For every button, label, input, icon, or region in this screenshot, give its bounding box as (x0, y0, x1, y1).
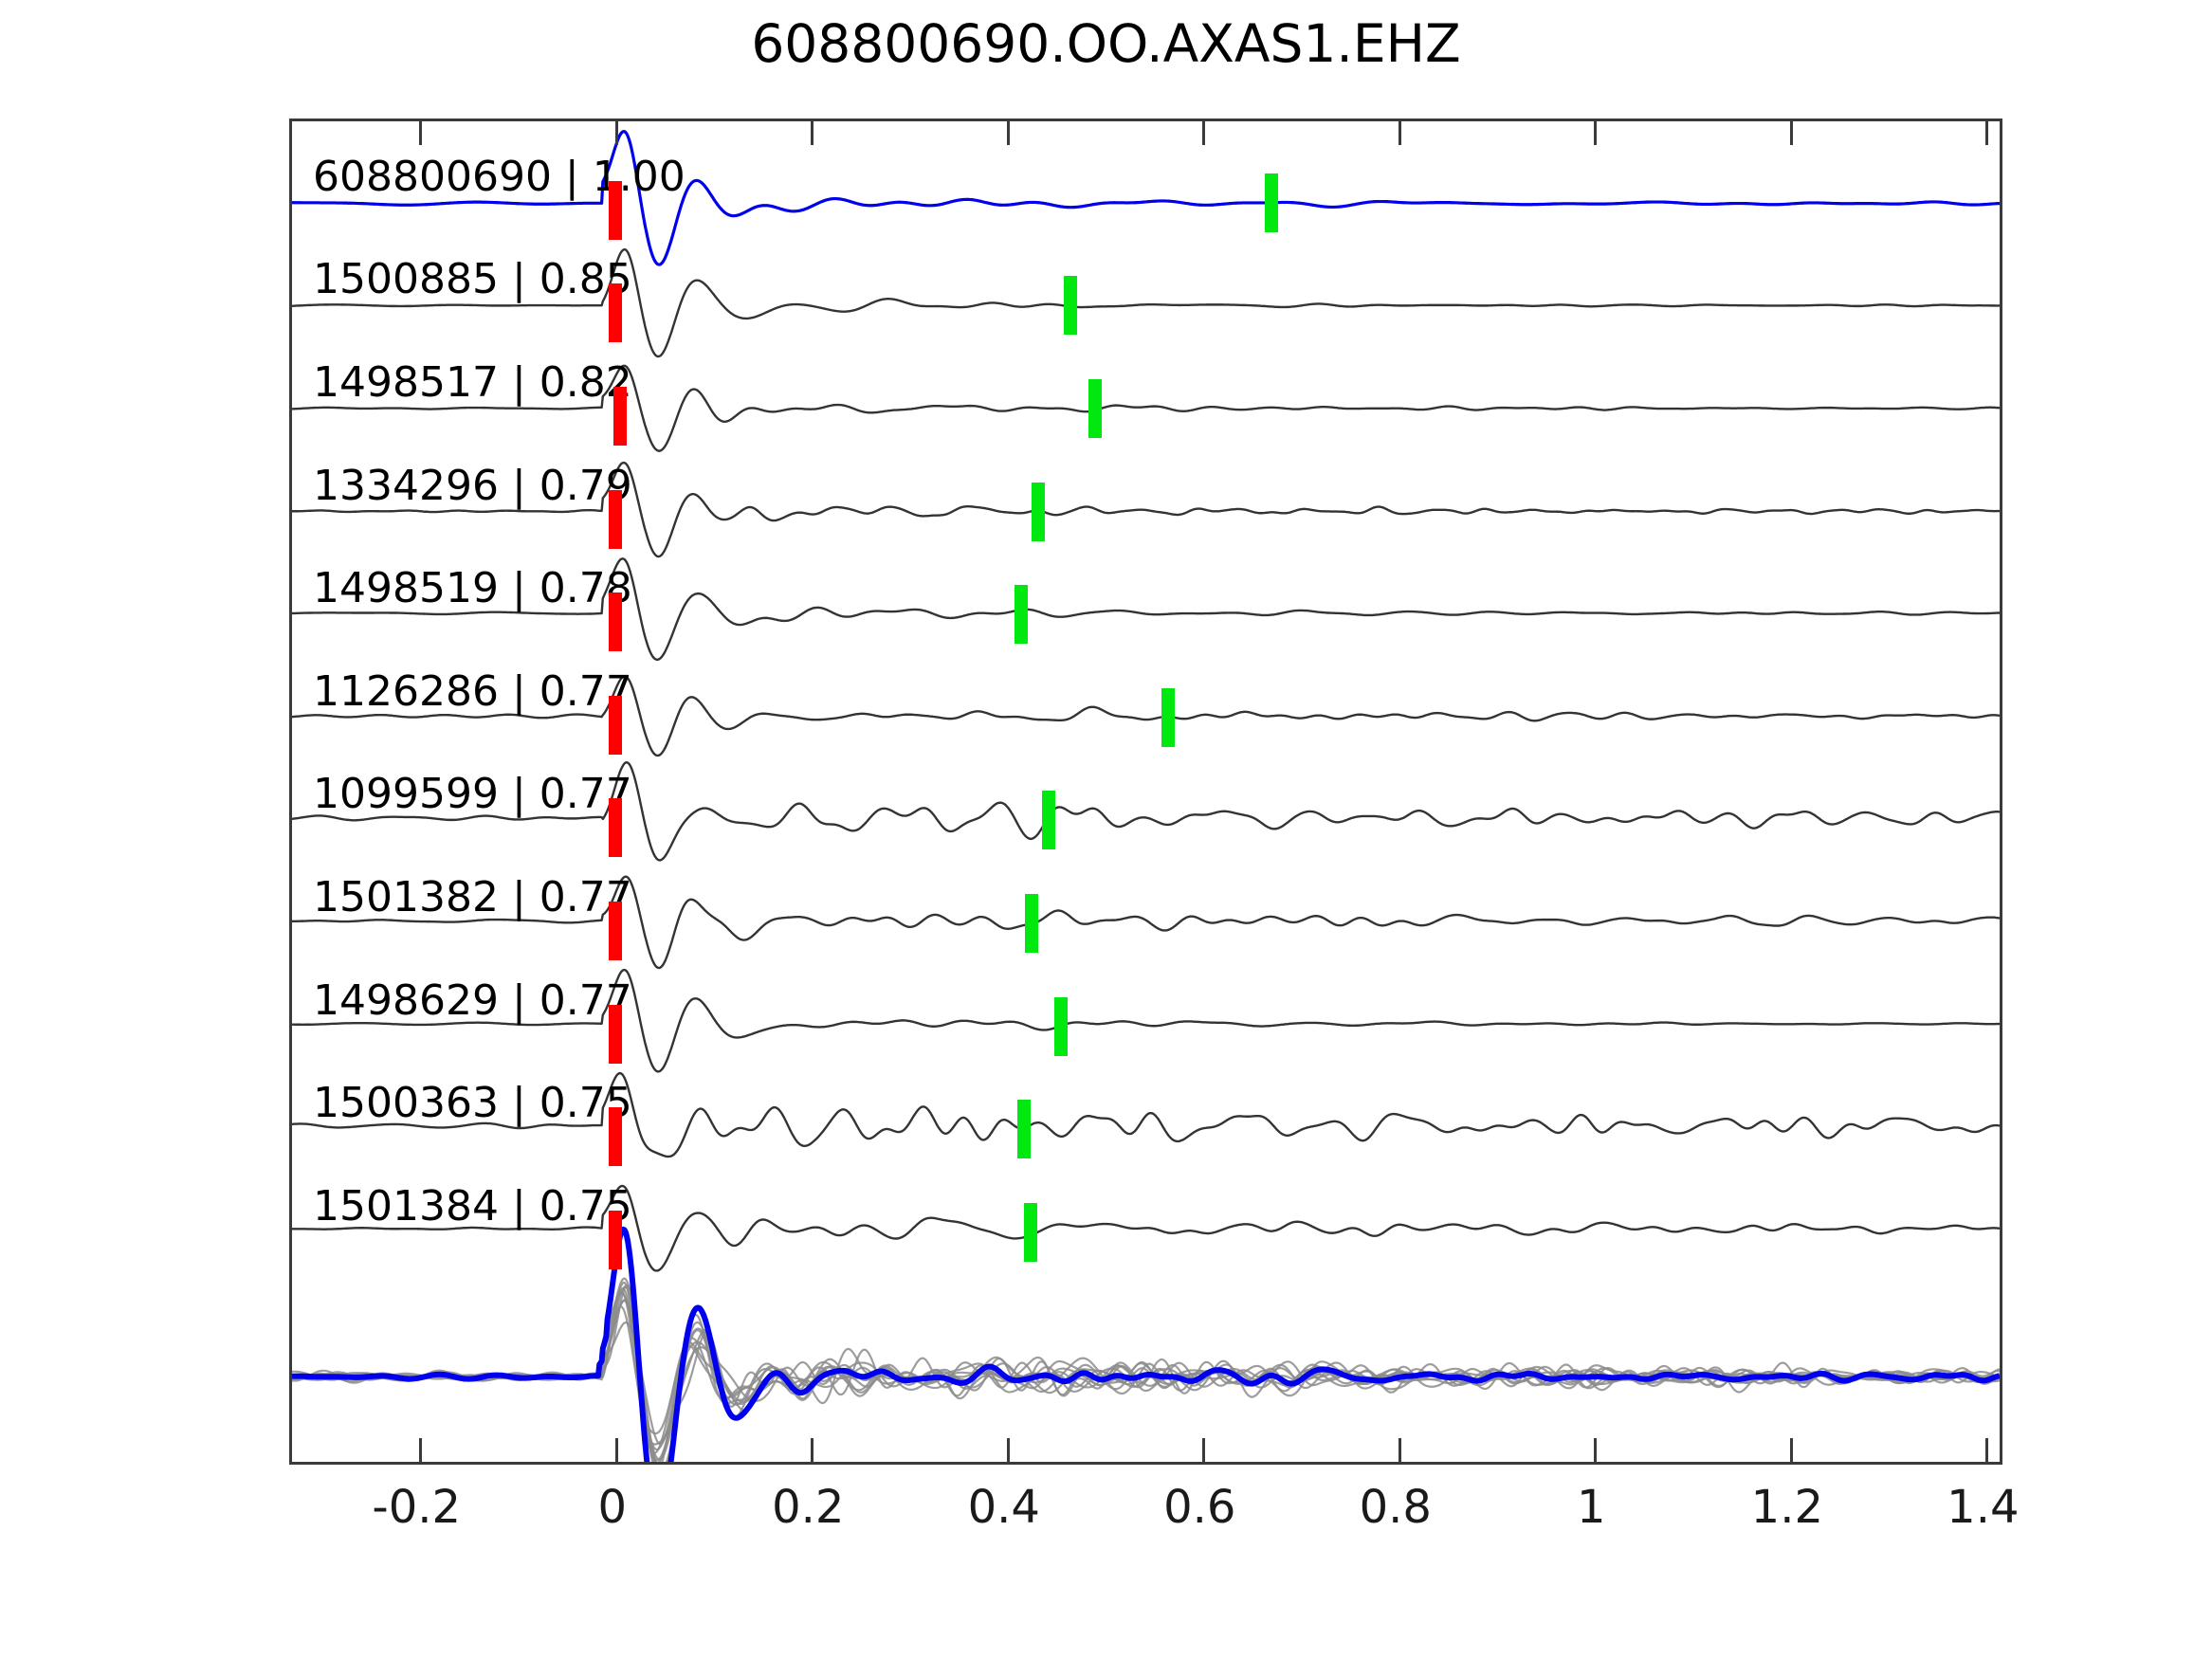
trace-label-1500885: 1500885 | 0.85 (313, 255, 632, 303)
stack-mean-trace (292, 1226, 2000, 1462)
x-tick-bottom (419, 1438, 423, 1463)
p-pick-marker (608, 696, 622, 755)
s-pick-marker (1024, 894, 1038, 953)
x-tick-top (811, 120, 814, 145)
p-pick-marker (608, 902, 622, 960)
waveform-trace (292, 1184, 2000, 1272)
x-tick-top (1985, 120, 1989, 145)
waveform-trace (292, 364, 2000, 452)
trace-label-1500363: 1500363 | 0.75 (313, 1079, 632, 1127)
waveform-trace (292, 875, 2000, 970)
x-tick-top (1398, 120, 1401, 145)
x-tick-bottom (1006, 1438, 1010, 1463)
x-tick-label: 0.8 (1359, 1481, 1432, 1534)
trace-label-1498629: 1498629 | 0.77 (313, 976, 632, 1025)
x-tick-top (1594, 120, 1598, 145)
x-tick-label: 0.2 (772, 1481, 845, 1534)
waveform-trace (292, 461, 2000, 558)
s-pick-marker (1264, 173, 1278, 232)
x-tick-top (1789, 120, 1793, 145)
waveform-traces (292, 130, 2000, 1462)
x-tick-label: 1.4 (1947, 1481, 2020, 1534)
trace-label-1334296: 1334296 | 0.79 (313, 462, 632, 510)
x-tick-bottom (614, 1438, 618, 1463)
stack-overlay-trace (292, 1285, 2000, 1451)
x-tick-label: 0.4 (967, 1481, 1040, 1534)
x-tick-bottom (1985, 1438, 1989, 1463)
trace-label-1498517: 1498517 | 0.82 (313, 358, 632, 407)
x-tick-label: 1 (1577, 1481, 1606, 1534)
x-tick-label: 0.6 (1163, 1481, 1236, 1534)
waveform-trace (292, 557, 2000, 662)
s-pick-marker (1063, 276, 1077, 335)
s-pick-marker (1023, 1203, 1037, 1262)
p-pick-marker (608, 1211, 622, 1269)
trace-label-608800690: 608800690 | 1.00 (313, 153, 686, 201)
p-pick-marker (608, 490, 622, 549)
x-tick-top (419, 120, 423, 145)
x-tick-bottom (1202, 1438, 1206, 1463)
x-tick-label: 0 (597, 1481, 628, 1534)
trace-label-1501384: 1501384 | 0.75 (313, 1182, 632, 1231)
s-pick-marker (1161, 688, 1176, 747)
s-pick-marker (1042, 791, 1056, 849)
trace-label-1099599: 1099599 | 0.77 (313, 770, 632, 818)
x-tick-bottom (1789, 1438, 1793, 1463)
s-pick-marker (1017, 1100, 1032, 1158)
p-pick-marker (608, 798, 622, 857)
waveform-trace (292, 1071, 2000, 1158)
waveform-trace (292, 675, 2000, 757)
x-tick-label: -0.2 (372, 1481, 462, 1534)
p-pick-marker (608, 283, 622, 342)
stack-overlay-trace (292, 1290, 2000, 1446)
s-pick-marker (1031, 483, 1045, 541)
x-tick-top (1202, 120, 1206, 145)
s-pick-marker (1015, 585, 1029, 644)
s-pick-marker (1053, 997, 1068, 1056)
trace-label-1126286: 1126286 | 0.77 (313, 667, 632, 716)
trace-label-1501382: 1501382 | 0.77 (313, 873, 632, 921)
trace-label-1498519: 1498519 | 0.78 (313, 564, 632, 612)
x-tick-label: 1.2 (1750, 1481, 1823, 1534)
x-tick-top (1006, 120, 1010, 145)
waveform-trace (292, 761, 2000, 862)
x-tick-bottom (1594, 1438, 1598, 1463)
x-tick-bottom (1398, 1438, 1401, 1463)
p-pick-marker (612, 387, 627, 446)
s-pick-marker (1088, 379, 1102, 438)
p-pick-marker (608, 592, 622, 651)
p-pick-marker (608, 181, 622, 240)
x-tick-top (614, 120, 618, 145)
p-pick-marker (608, 1005, 622, 1064)
waveform-trace (292, 968, 2000, 1073)
plot-axes: 608800690 | 1.00 1500885 | 0.85 1498517 | … (289, 118, 2002, 1465)
waveform-trace (292, 130, 2000, 266)
page-title: 608800690.OO.AXAS1.EHZ (751, 13, 1461, 74)
x-tick-bottom (811, 1438, 814, 1463)
waveform-trace (292, 247, 2000, 358)
p-pick-marker (608, 1107, 622, 1166)
